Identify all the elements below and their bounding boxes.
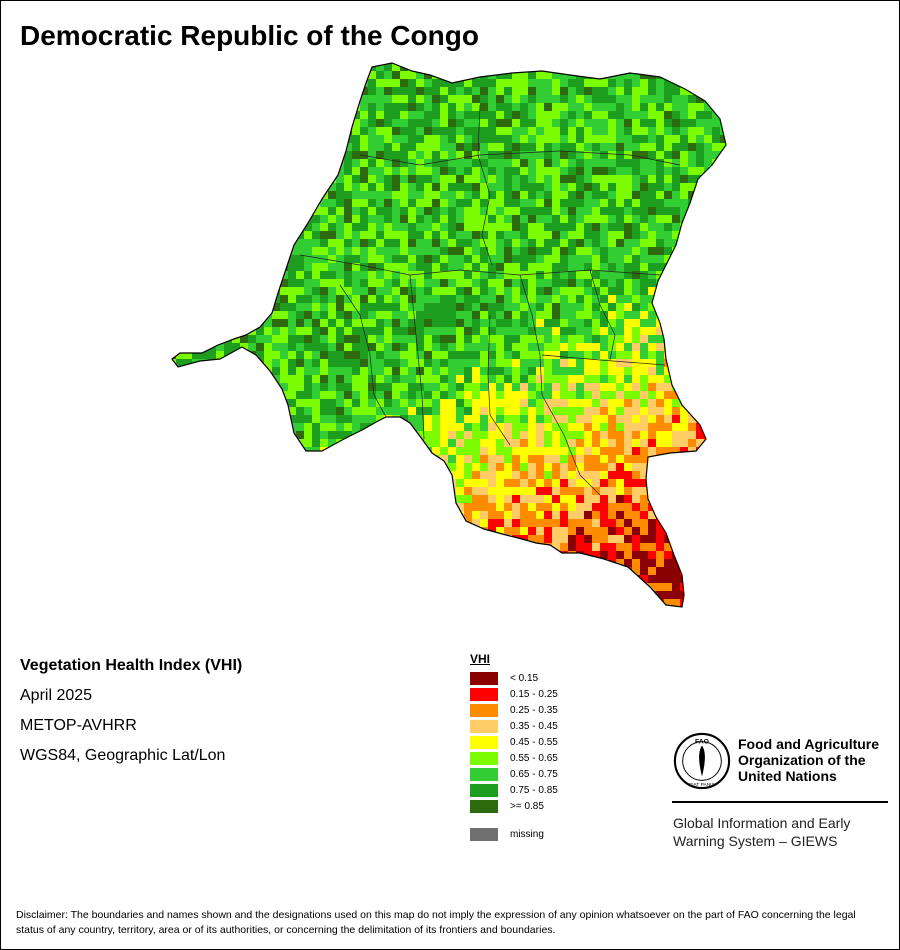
legend-swatch bbox=[470, 827, 498, 841]
legend-rows: < 0.15 0.15 - 0.25 0.25 - 0.35 0.35 - 0.… bbox=[470, 670, 558, 814]
legend-label: 0.55 - 0.65 bbox=[510, 752, 558, 764]
legend-swatch bbox=[470, 671, 498, 685]
legend-label: 0.25 - 0.35 bbox=[510, 704, 558, 716]
legend-swatch bbox=[470, 751, 498, 765]
fao-org-name: Food and Agriculture Organization of the… bbox=[738, 736, 898, 784]
emblem-motto: FIAT PANIS bbox=[689, 782, 715, 788]
legend-label: 0.15 - 0.25 bbox=[510, 688, 558, 700]
legend-swatch bbox=[470, 735, 498, 749]
org-line: United Nations bbox=[738, 768, 837, 784]
logo-divider bbox=[672, 801, 888, 803]
legend-swatch bbox=[470, 703, 498, 717]
projection: WGS84, Geographic Lat/Lon bbox=[20, 747, 226, 764]
org-line: Organization of the bbox=[738, 752, 866, 768]
legend: VHI < 0.15 0.15 - 0.25 0.25 - 0.35 0.35 … bbox=[470, 652, 558, 842]
legend-label: 0.75 - 0.85 bbox=[510, 784, 558, 796]
giews-line: Global Information and Early bbox=[673, 815, 851, 831]
map-info: Vegetation Health Index (VHI) April 2025… bbox=[20, 657, 242, 777]
emblem-letters: FAO bbox=[695, 739, 709, 746]
legend-swatch bbox=[470, 783, 498, 797]
giews-line: Warning System – GIEWS bbox=[673, 833, 838, 849]
giews-name: Global Information and Early Warning Sys… bbox=[673, 814, 893, 850]
legend-item: >= 0.85 bbox=[470, 798, 558, 814]
legend-item: 0.15 - 0.25 bbox=[470, 686, 558, 702]
legend-label: < 0.15 bbox=[510, 672, 539, 684]
legend-label: >= 0.85 bbox=[510, 800, 544, 812]
disclaimer: Disclaimer: The boundaries and names sho… bbox=[16, 909, 856, 936]
sensor: METOP-AVHRR bbox=[20, 717, 137, 734]
legend-label: missing bbox=[510, 828, 544, 840]
legend-item: 0.25 - 0.35 bbox=[470, 702, 558, 718]
org-line: Food and Agriculture bbox=[738, 736, 880, 752]
legend-swatch bbox=[470, 767, 498, 781]
legend-item: 0.75 - 0.85 bbox=[470, 782, 558, 798]
legend-swatch bbox=[470, 719, 498, 733]
legend-item: 0.55 - 0.65 bbox=[470, 750, 558, 766]
vhi-map bbox=[171, 62, 727, 608]
legend-label: 0.45 - 0.55 bbox=[510, 736, 558, 748]
map-title: Democratic Republic of the Congo bbox=[20, 20, 479, 51]
legend-swatch bbox=[470, 687, 498, 701]
legend-item: 0.65 - 0.75 bbox=[470, 766, 558, 782]
legend-swatch bbox=[470, 799, 498, 813]
legend-title: VHI bbox=[470, 652, 491, 666]
legend-item: 0.45 - 0.55 bbox=[470, 734, 558, 750]
fao-emblem-icon: FAO FIAT PANIS bbox=[673, 732, 731, 790]
legend-item: < 0.15 bbox=[470, 670, 558, 686]
legend-label: 0.35 - 0.45 bbox=[510, 720, 558, 732]
legend-label: 0.65 - 0.75 bbox=[510, 768, 558, 780]
period: April 2025 bbox=[20, 687, 93, 704]
legend-missing: missing bbox=[470, 826, 558, 842]
legend-item: 0.35 - 0.45 bbox=[470, 718, 558, 734]
index-name: Vegetation Health Index (VHI) bbox=[20, 657, 243, 674]
